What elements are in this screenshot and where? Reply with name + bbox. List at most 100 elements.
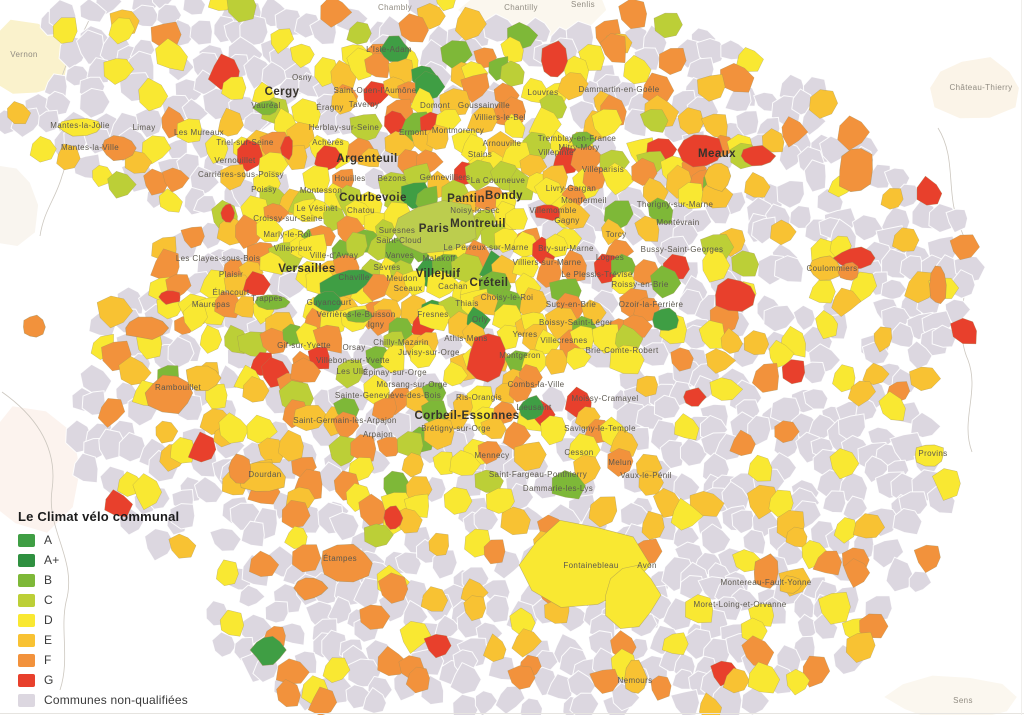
- map-label-creteil: Créteil: [470, 277, 509, 289]
- map-label-rambouillet: Rambouillet: [155, 383, 202, 392]
- map-label-epinay-sur-orge: Épinay-sur-Orge: [363, 368, 427, 377]
- commune-B[interactable]: [254, 294, 291, 311]
- commune-E[interactable]: [808, 255, 842, 281]
- commune-D[interactable]: [605, 564, 662, 629]
- map-label-mantes-la-ville: Mantes-la-Ville: [61, 143, 119, 152]
- commune-A[interactable]: [518, 395, 545, 421]
- commune-A[interactable]: [313, 291, 343, 313]
- map-label-choisy-le-roi: Choisy-le-Roi: [481, 293, 534, 302]
- map-label-avon: Avon: [637, 561, 657, 570]
- commune-F[interactable]: [125, 316, 170, 340]
- commune-G[interactable]: [683, 387, 707, 407]
- right-divider: [1021, 0, 1022, 715]
- map-label-cergy: Cergy: [265, 86, 300, 98]
- map-label-guyancourt: Guyancourt: [307, 298, 352, 307]
- legend-label: D: [44, 613, 53, 627]
- map-label-ermont: Ermont: [399, 128, 427, 137]
- map-label-thiais: Thiais: [455, 299, 478, 308]
- commune-B[interactable]: [571, 131, 597, 149]
- legend-swatch: [18, 653, 35, 667]
- legend-item-b: B: [18, 573, 188, 587]
- map-label-les-clayes-sous-bois: Les Clayes-sous-Bois: [176, 254, 260, 263]
- commune-F[interactable]: [837, 261, 859, 281]
- communes-highlight-layer[interactable]: [23, 35, 947, 694]
- legend-swatch: [18, 693, 35, 707]
- legend-title: Le Climat vélo communal: [18, 509, 180, 524]
- map-label-vernon: Vernon: [10, 50, 37, 59]
- map-label-montevrain: Montévrain: [656, 218, 699, 227]
- map-label-yerres: Yerres: [513, 330, 538, 339]
- commune-E[interactable]: [779, 575, 803, 594]
- legend-swatch: [18, 613, 35, 627]
- map-label-dammartin-en-goele: Dammartin-en-Goële: [579, 85, 660, 94]
- legend-swatch: [18, 573, 35, 587]
- commune-G[interactable]: [466, 333, 506, 383]
- map-label-ris-orangis: Ris-Orangis: [456, 393, 502, 402]
- commune-F[interactable]: [228, 453, 252, 484]
- commune-G[interactable]: [279, 135, 293, 161]
- commune-A[interactable]: [652, 307, 679, 331]
- map-label-saint-cloud: Saint-Cloud: [376, 236, 422, 245]
- map-label-villepreux: Villepreux: [274, 244, 312, 253]
- map-label-vanves: Vanves: [386, 251, 414, 260]
- commune-G[interactable]: [677, 134, 723, 168]
- commune-E[interactable]: [185, 365, 222, 392]
- map-label-villeparisis: Villeparisis: [582, 165, 624, 174]
- commune-F[interactable]: [293, 577, 329, 601]
- map-label-villejuif: Villejuif: [416, 268, 461, 280]
- map-label-cachan: Cachan: [438, 282, 468, 291]
- map-label-coulommiers: Coulommiers: [807, 264, 858, 273]
- commune-G[interactable]: [832, 246, 876, 270]
- commune-C[interactable]: [393, 200, 477, 254]
- map-label-bretigny-sur-orge: Brétigny-sur-Orge: [421, 424, 491, 433]
- commune-F[interactable]: [144, 374, 194, 415]
- commune-G[interactable]: [715, 277, 756, 312]
- commune-A[interactable]: [379, 35, 411, 62]
- legend-item-f: F: [18, 653, 188, 667]
- legend-label: B: [44, 573, 53, 587]
- map-label-meaux: Meaux: [698, 148, 736, 160]
- commune-D[interactable]: [914, 444, 944, 467]
- commune-E[interactable]: [704, 163, 732, 192]
- commune-A[interactable]: [249, 635, 287, 666]
- map-label-carrieres-sous-poissy: Carrières-sous-Poissy: [198, 170, 284, 179]
- commune-F[interactable]: [839, 148, 873, 193]
- commune-E[interactable]: [624, 659, 648, 694]
- map-label-elancourt: Élancourt: [213, 288, 250, 297]
- map-label-bry-sur-marne: Bry-sur-Marne: [538, 244, 594, 253]
- commune-B[interactable]: [252, 100, 278, 116]
- map-label-montfermeil: Montfermeil: [561, 196, 607, 205]
- map-label-villecresnes: Villecresnes: [540, 336, 587, 345]
- map-label-gennevilliers: Gennevilliers: [420, 173, 471, 182]
- commune-F[interactable]: [929, 265, 947, 305]
- map-label-corbeil-essonnes: Corbeil-Essonnes: [415, 410, 520, 422]
- map-label-sens: Sens: [953, 696, 973, 705]
- map-label-ozoir-la-ferriere: Ozoir-la-Ferrière: [619, 300, 684, 309]
- map-label-taverny: Taverny: [349, 100, 379, 109]
- map-label-orly: Orly: [472, 315, 488, 324]
- commune-G[interactable]: [740, 145, 777, 167]
- map-label-trappes: Trappes: [251, 294, 283, 303]
- commune-G[interactable]: [383, 505, 404, 530]
- commune-D[interactable]: [57, 118, 102, 137]
- map-label-montmorency: Montmorency: [432, 126, 484, 135]
- map-label-lognes: Lognes: [596, 253, 624, 262]
- map-label-acheres: Achères: [312, 138, 344, 147]
- commune-F[interactable]: [753, 553, 779, 589]
- commune-G[interactable]: [534, 204, 561, 222]
- commune-F[interactable]: [23, 314, 46, 338]
- commune-F[interactable]: [101, 135, 137, 162]
- map-label-vaux-le-penil: Vaux-le-Pénil: [620, 471, 672, 480]
- map-label-domont: Domont: [420, 101, 451, 110]
- commune-G[interactable]: [158, 290, 181, 305]
- map-label-sceaux: Sceaux: [394, 284, 423, 293]
- commune-F[interactable]: [321, 543, 373, 583]
- commune-G[interactable]: [220, 203, 236, 223]
- map-label-vaureal: Vauréal: [251, 101, 280, 110]
- commune-B[interactable]: [345, 308, 373, 323]
- commune-G[interactable]: [540, 40, 568, 78]
- map-label-ville-d-avray: Ville-d'Avray: [310, 251, 358, 260]
- map-label-houilles: Houilles: [334, 174, 365, 183]
